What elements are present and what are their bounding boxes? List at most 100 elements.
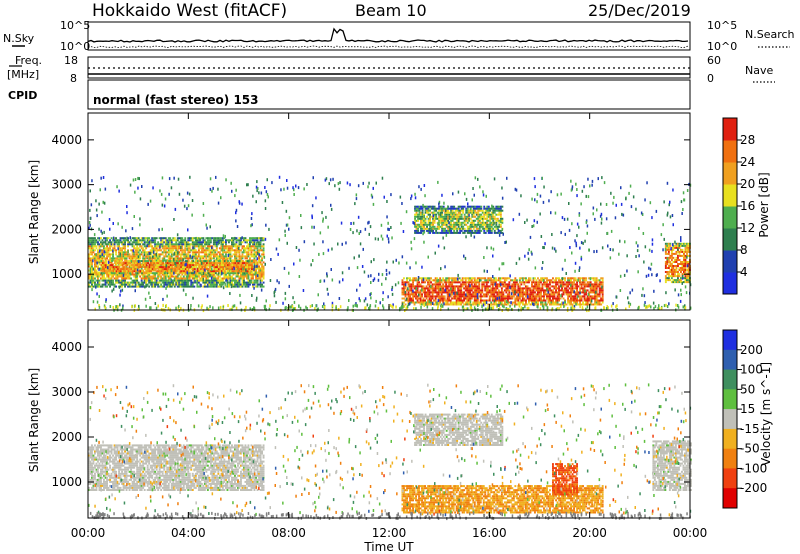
heatmap-cell — [185, 283, 188, 286]
heatmap-cell — [526, 287, 529, 290]
heatmap-cell — [128, 265, 131, 268]
heatmap-cell — [194, 241, 197, 244]
heatmap-cell — [195, 262, 198, 265]
heatmap-cell — [187, 285, 190, 288]
heatmap-cell — [414, 209, 417, 212]
heatmap-cell — [549, 283, 551, 286]
heatmap-cell — [458, 303, 461, 306]
heatmap-cell — [481, 303, 484, 306]
heatmap-cell — [565, 291, 568, 294]
heatmap-cell — [116, 281, 119, 284]
heatmap-cell — [95, 259, 98, 262]
heatmap-cell — [89, 245, 92, 248]
heatmap-cell — [467, 279, 470, 282]
heatmap-cell — [105, 266, 108, 269]
heatmap-cell — [248, 272, 250, 275]
heatmap-cell — [244, 285, 247, 288]
heatmap-cell — [664, 277, 667, 280]
heatmap-cell — [205, 285, 208, 288]
heatmap-cell — [101, 249, 104, 252]
heatmap-cell — [185, 273, 188, 276]
heatmap-cell — [430, 297, 433, 300]
heatmap-cell — [151, 241, 154, 244]
heatmap-cell — [448, 291, 451, 294]
heatmap-cell — [493, 277, 496, 280]
heatmap-cell — [89, 275, 92, 278]
heatmap-cell — [262, 273, 265, 276]
heatmap-cell — [493, 287, 496, 290]
heatmap-cell — [253, 279, 256, 282]
heatmap-cell — [430, 207, 433, 210]
heatmap-cell — [95, 279, 98, 282]
heatmap-cell — [428, 283, 431, 286]
heatmap-cell — [173, 279, 176, 282]
heatmap-cell — [226, 275, 229, 278]
heatmap-cell — [464, 279, 467, 282]
heatmap-cell — [477, 207, 480, 210]
heatmap-cell — [538, 279, 541, 282]
heatmap-cell — [91, 243, 93, 246]
heatmap-cell — [465, 229, 468, 232]
heatmap-cell — [441, 207, 444, 210]
heatmap-cell — [134, 239, 137, 242]
heatmap-cell — [228, 251, 230, 254]
heatmap-cell — [245, 264, 247, 267]
heatmap-cell — [496, 213, 499, 216]
heatmap-cell — [449, 295, 452, 298]
heatmap-cell — [526, 303, 529, 306]
heatmap-cell — [109, 270, 112, 273]
heatmap-cell — [460, 217, 463, 220]
heatmap-cell — [503, 279, 506, 282]
heatmap-cell — [88, 283, 90, 286]
heatmap-cell — [200, 267, 203, 270]
heatmap-cell — [235, 257, 238, 260]
heatmap-cell — [244, 255, 247, 258]
heatmap-cell — [570, 295, 573, 298]
heatmap-cell — [233, 270, 235, 273]
heatmap-cell — [243, 277, 245, 280]
heatmap-cell — [495, 221, 498, 224]
heatmap-cell — [98, 275, 101, 278]
heatmap-cell — [153, 266, 156, 269]
heatmap-cell — [160, 263, 163, 266]
heatmap-cell — [447, 209, 450, 212]
heatmap-cell — [444, 215, 447, 218]
heatmap-cell — [561, 287, 564, 290]
heatmap-cell — [567, 299, 570, 302]
heatmap-cell — [142, 275, 145, 278]
heatmap-cell — [240, 237, 242, 240]
heatmap-cell — [252, 253, 254, 256]
heatmap-cell — [458, 301, 461, 304]
heatmap-cell — [122, 251, 125, 254]
heatmap-cell — [410, 293, 413, 296]
heatmap-cell — [416, 287, 419, 290]
heatmap-cell — [482, 299, 485, 302]
heatmap-cell — [255, 285, 258, 288]
heatmap-cell — [94, 255, 96, 258]
heatmap-cell — [595, 287, 598, 290]
heatmap-cell — [175, 281, 178, 284]
heatmap-cell — [409, 283, 412, 286]
heatmap-cell — [540, 291, 542, 294]
heatmap-cell — [124, 273, 127, 276]
heatmap-cell — [451, 209, 454, 212]
heatmap-cell — [213, 262, 216, 265]
heatmap-cell — [506, 295, 509, 298]
heatmap-cell — [193, 255, 196, 258]
heatmap-cell — [579, 281, 582, 284]
heatmap-cell — [472, 227, 475, 230]
heatmap-cell — [412, 279, 415, 282]
heatmap-cell — [521, 289, 524, 292]
heatmap-cell — [226, 257, 229, 260]
heatmap-cell — [249, 279, 251, 282]
heatmap-cell — [450, 213, 453, 216]
heatmap-cell — [473, 287, 476, 290]
heatmap-cell — [139, 264, 142, 267]
heatmap-cell — [489, 229, 492, 232]
heatmap-cell — [249, 257, 251, 260]
heatmap-cell — [438, 231, 441, 234]
heatmap-cell — [175, 251, 178, 254]
heatmap-cell — [238, 243, 241, 246]
heatmap-cell — [136, 249, 139, 252]
heatmap-cell — [417, 223, 420, 226]
